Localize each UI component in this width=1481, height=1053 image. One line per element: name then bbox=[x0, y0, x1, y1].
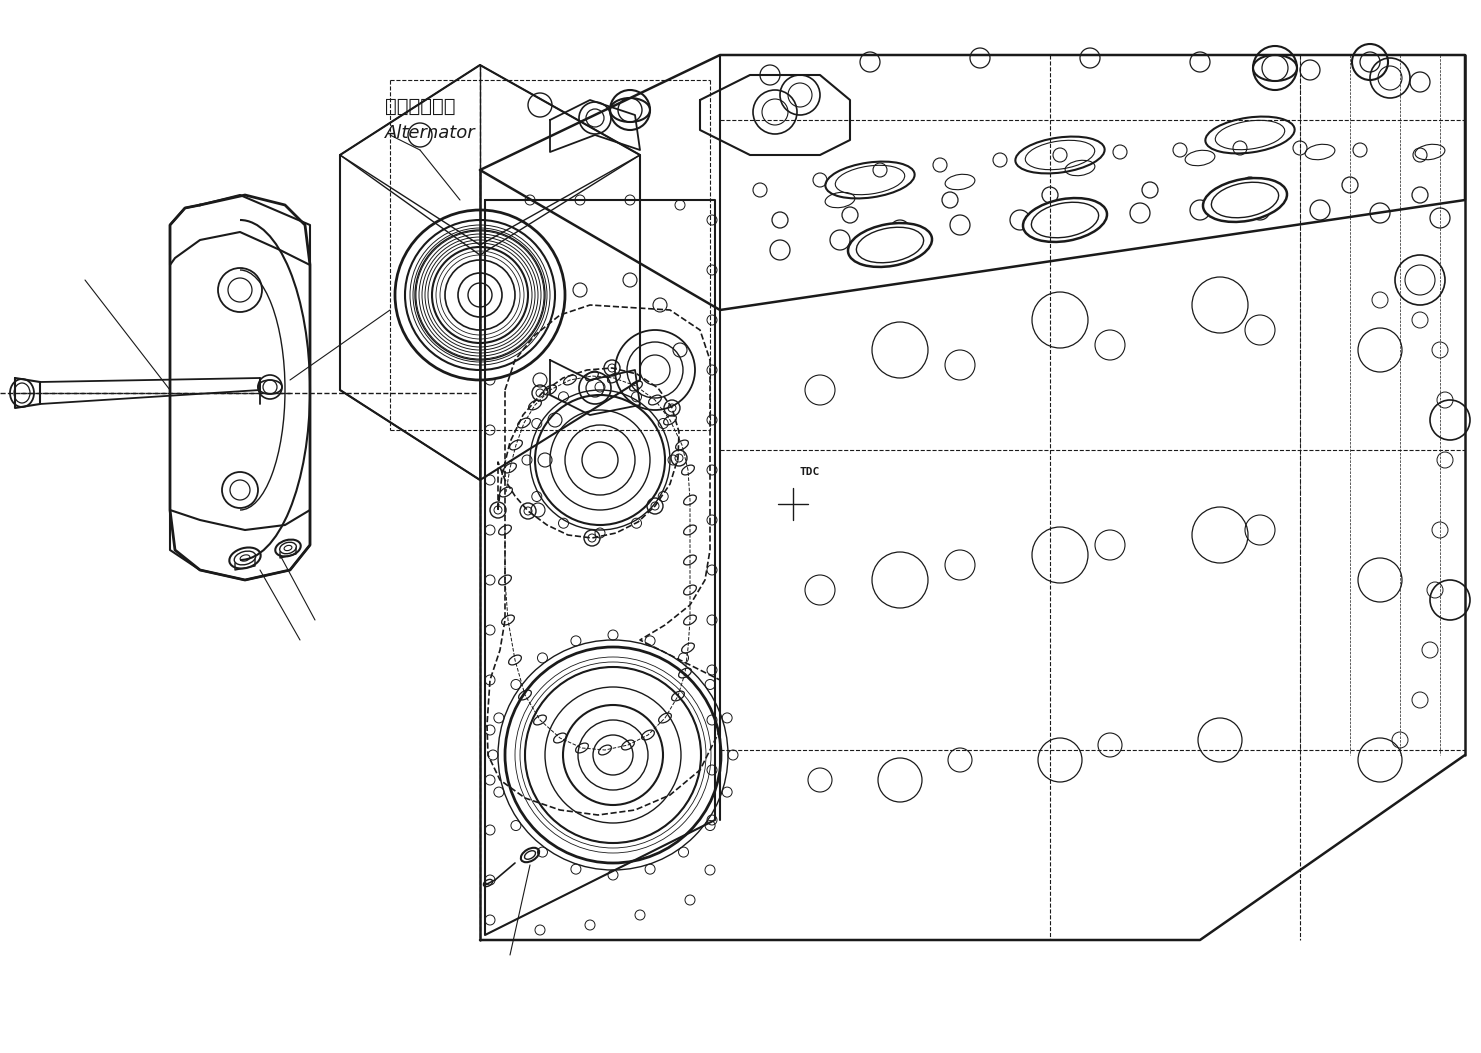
Text: Alternator: Alternator bbox=[385, 124, 475, 142]
Circle shape bbox=[395, 210, 564, 380]
Text: オルタネータ: オルタネータ bbox=[385, 97, 456, 116]
Ellipse shape bbox=[849, 223, 932, 267]
Text: TDC: TDC bbox=[800, 466, 820, 477]
Ellipse shape bbox=[1203, 178, 1287, 222]
Ellipse shape bbox=[1023, 198, 1106, 242]
